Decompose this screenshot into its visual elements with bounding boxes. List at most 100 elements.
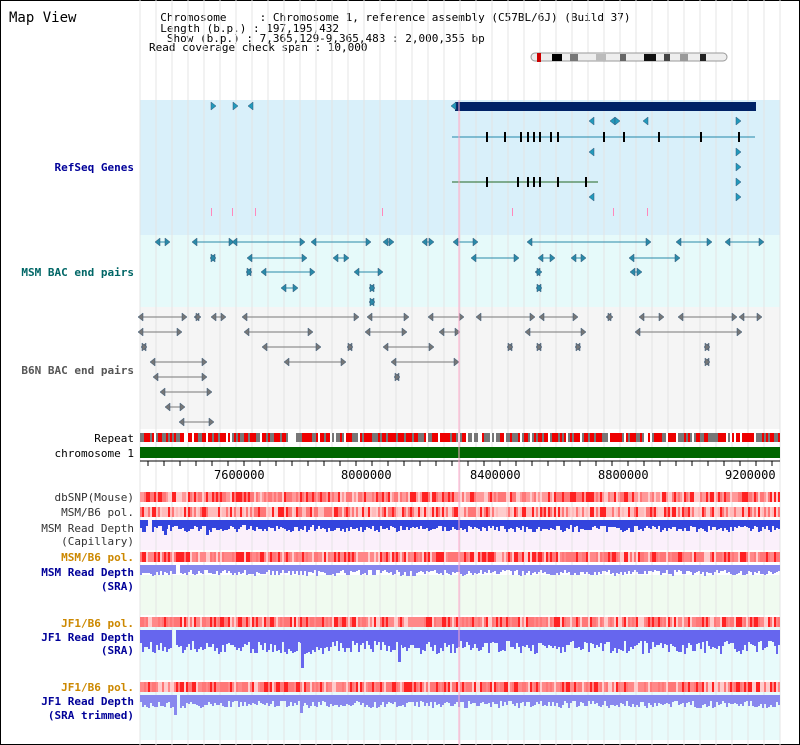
depth-bar xyxy=(172,695,174,707)
track-label-msm-depth-capillary[interactable]: MSM Read Depth xyxy=(41,522,134,535)
repeat-segment xyxy=(400,433,402,442)
track-label-msm-b6-pol-2[interactable]: MSM/B6 pol. xyxy=(61,551,134,564)
depth-bar xyxy=(412,520,414,527)
track-label-jf1-b6-pol-2[interactable]: JF1/B6 pol. xyxy=(61,681,134,694)
depth-bar xyxy=(760,695,762,704)
polymorphism-cell xyxy=(606,617,608,627)
depth-bar xyxy=(476,630,478,648)
depth-bar xyxy=(304,520,306,526)
repeat-segment xyxy=(374,433,376,442)
polymorphism-cell xyxy=(480,507,482,517)
read-depth-plots[interactable] xyxy=(140,520,780,715)
repeat-segment xyxy=(588,433,590,442)
polymorphism-cell xyxy=(442,682,444,692)
depth-bar xyxy=(480,630,482,650)
depth-bar xyxy=(182,565,184,574)
track-label-msm-bac[interactable]: MSM BAC end pairs xyxy=(21,266,134,279)
depth-bar xyxy=(308,520,310,530)
repeat-track-bar[interactable] xyxy=(140,433,780,442)
depth-bar xyxy=(514,695,516,706)
track-label-dbsnp[interactable]: dbSNP(Mouse) xyxy=(54,491,134,504)
polymorphism-cell xyxy=(150,552,152,562)
depth-bar xyxy=(558,630,560,647)
repeat-segment xyxy=(480,433,482,442)
polymorphism-cell xyxy=(700,617,702,627)
polymorphism-cell xyxy=(208,682,210,692)
repeat-segment xyxy=(154,433,156,442)
depth-bar xyxy=(392,630,394,650)
depth-bar xyxy=(612,630,614,651)
depth-bar xyxy=(490,565,492,573)
depth-bar xyxy=(190,630,192,650)
repeat-segment xyxy=(572,433,574,442)
depth-bar xyxy=(200,695,202,708)
msm-bac-pairs[interactable] xyxy=(154,237,765,307)
track-label-refseq[interactable]: RefSeq Genes xyxy=(54,161,134,174)
depth-bar xyxy=(204,695,206,705)
depth-bar xyxy=(700,520,702,528)
chromosome-ideogram[interactable] xyxy=(530,52,728,62)
polymorphism-strips[interactable] xyxy=(140,492,780,692)
polymorphism-cell xyxy=(330,682,332,692)
track-label-msm-depth-sra[interactable]: MSM Read Depth xyxy=(41,566,134,579)
polymorphism-cell xyxy=(220,682,222,692)
polymorphism-cell xyxy=(234,617,236,627)
polymorphism-cell xyxy=(428,492,430,502)
track-label-b6n-bac[interactable]: B6N BAC end pairs xyxy=(21,364,134,377)
depth-bar xyxy=(774,630,776,646)
polymorphism-cell xyxy=(414,617,416,627)
track-label-msm-b6-pol-1[interactable]: MSM/B6 pol. xyxy=(61,506,134,519)
depth-bar xyxy=(282,695,284,701)
repeat-segment xyxy=(238,433,240,442)
depth-bar xyxy=(690,520,692,526)
depth-bar xyxy=(214,520,216,528)
polymorphism-cell xyxy=(592,492,594,502)
b6n-bac-pairs[interactable] xyxy=(137,312,763,427)
depth-bar xyxy=(468,695,470,701)
polymorphism-cell xyxy=(160,552,162,562)
depth-bar xyxy=(642,630,644,654)
polymorphism-cell xyxy=(688,682,690,692)
refseq-gene-features[interactable] xyxy=(210,101,756,216)
polymorphism-cell xyxy=(548,552,550,562)
polymorphism-cell xyxy=(278,507,280,517)
depth-bar xyxy=(616,520,618,528)
depth-bar xyxy=(224,695,226,707)
polymorphism-cell xyxy=(736,617,738,627)
polymorphism-cell xyxy=(560,682,562,692)
repeat-segment xyxy=(196,433,198,442)
repeat-segment xyxy=(364,433,366,442)
polymorphism-cell xyxy=(282,617,284,627)
track-label-jf1-depth-trimmed[interactable]: JF1 Read Depth xyxy=(41,695,134,708)
repeat-segment xyxy=(302,433,304,442)
bac-end xyxy=(427,312,434,322)
polymorphism-cell xyxy=(274,682,276,692)
depth-bar xyxy=(740,630,742,654)
repeat-segment xyxy=(152,433,154,442)
polymorphism-cell xyxy=(718,617,720,627)
polymorphism-cell xyxy=(288,682,290,692)
polymorphism-cell xyxy=(338,552,340,562)
depth-bar xyxy=(406,630,408,651)
polymorphism-cell xyxy=(460,507,462,517)
depth-bar xyxy=(258,520,260,529)
polymorphism-cell xyxy=(438,492,440,502)
polymorphism-cell xyxy=(716,507,718,517)
polymorphism-cell xyxy=(232,492,234,502)
polymorphism-cell xyxy=(454,682,456,692)
bac-end xyxy=(536,283,543,293)
polymorphism-cell xyxy=(448,492,450,502)
polymorphism-cell xyxy=(604,617,606,627)
polymorphism-cell xyxy=(614,507,616,517)
depth-bar xyxy=(278,565,280,575)
depth-bar xyxy=(424,565,426,574)
track-label-jf1-b6-pol-1[interactable]: JF1/B6 pol. xyxy=(61,617,134,630)
depth-bar xyxy=(470,520,472,527)
polymorphism-cell xyxy=(392,552,394,562)
track-label-jf1-depth[interactable]: JF1 Read Depth xyxy=(41,631,134,644)
polymorphism-cell xyxy=(408,507,410,517)
polymorphism-cell xyxy=(262,682,264,692)
chromosome-bar[interactable] xyxy=(140,447,780,458)
repeat-segment xyxy=(546,433,548,442)
